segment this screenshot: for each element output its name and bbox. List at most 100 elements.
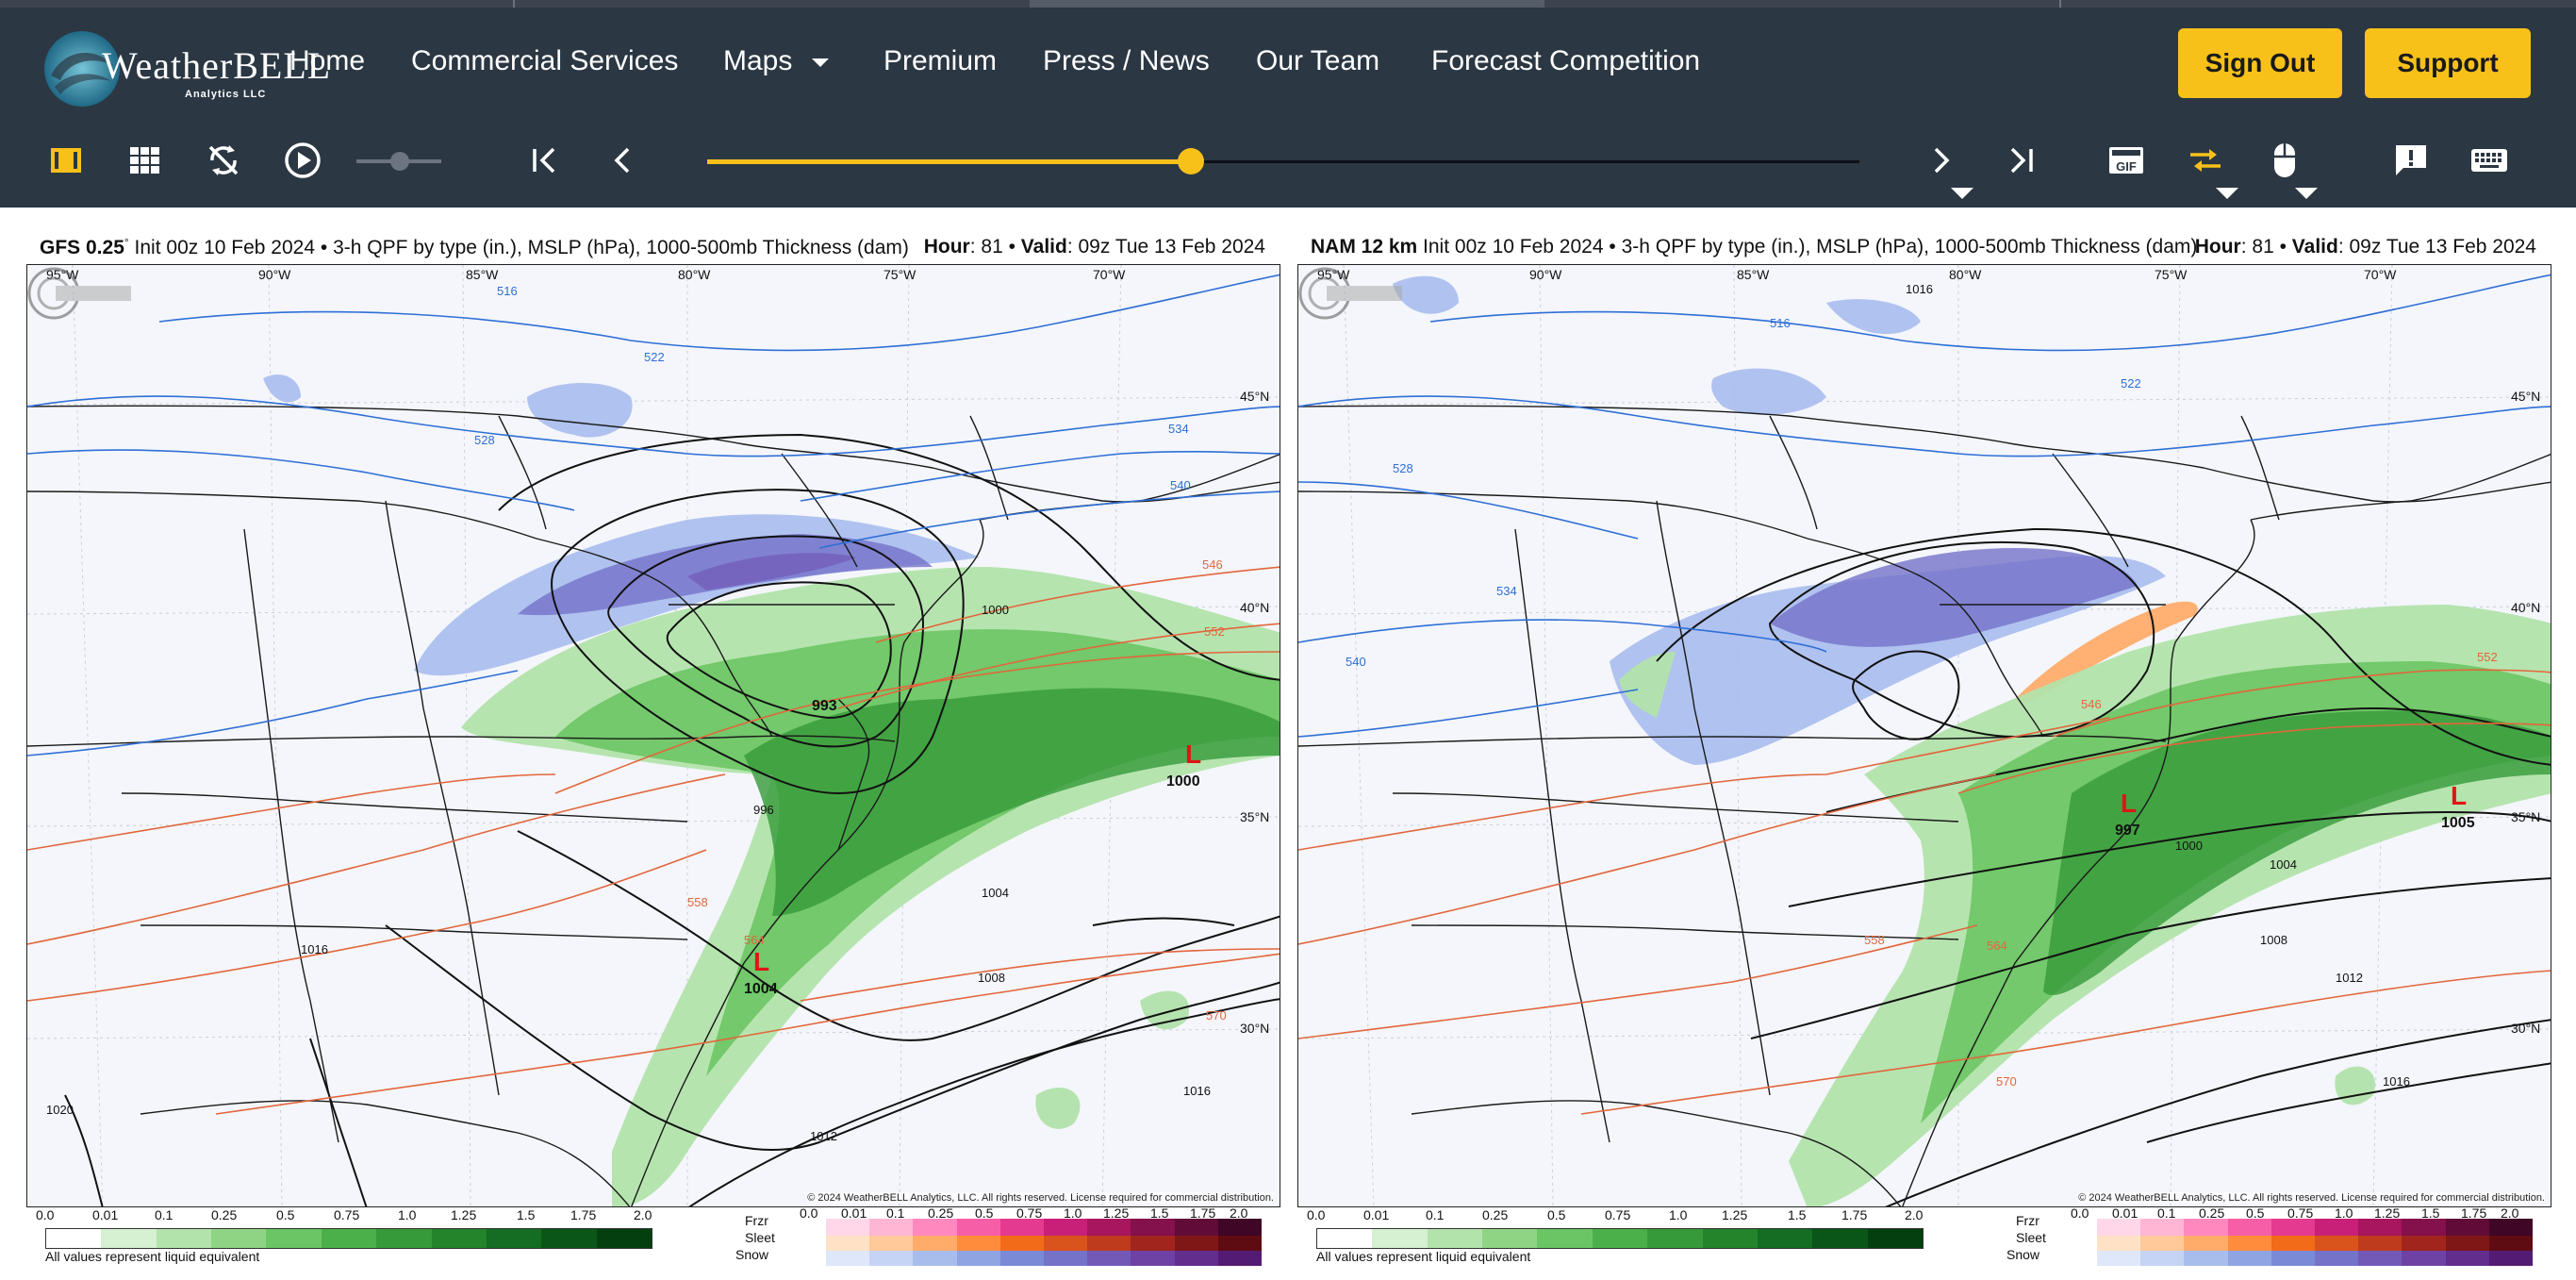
type-tick: 0.75 (2287, 1205, 2314, 1221)
frzr-color-swatch (2227, 1219, 2271, 1236)
sleet-color-swatch (2140, 1236, 2185, 1251)
left-weather-map[interactable]: L 1000 L 1004 993 1000 996 1004 1008 101… (26, 264, 1280, 1207)
compare-button[interactable] (2182, 137, 2229, 184)
frzr-color-swatch (826, 1219, 870, 1236)
strip-segment (1030, 0, 1544, 8)
timeline-track[interactable] (707, 160, 1859, 163)
last-frame-button[interactable] (1997, 137, 2044, 184)
frzr-color-swatch (1044, 1219, 1088, 1236)
first-frame-button[interactable] (521, 137, 569, 184)
mouse-mode-button[interactable] (2261, 137, 2308, 184)
timeline-knob[interactable] (1178, 148, 1204, 175)
support-button[interactable]: Support (2365, 28, 2531, 98)
right-hour-value: 81 (2252, 236, 2274, 258)
nav-home[interactable]: Home (289, 45, 366, 76)
sign-out-button[interactable]: Sign Out (2178, 28, 2342, 98)
sleet-color-swatch (869, 1236, 914, 1251)
nav-maps-label: Maps (723, 45, 793, 76)
sync-toggle-button[interactable] (200, 137, 247, 184)
nav-forecast-competition[interactable]: Forecast Competition (1431, 45, 1701, 76)
play-button[interactable] (279, 137, 326, 184)
timeline-progress-fill (707, 159, 1191, 164)
prev-frame-icon (614, 147, 630, 174)
snow-color-swatch (2315, 1251, 2359, 1266)
gif-button[interactable]: GIF (2103, 137, 2150, 184)
left-isobar-label: 1012 (810, 1129, 837, 1143)
left-product-description: 3-h QPF by type (in.), MSLP (hPa), 1000-… (333, 237, 909, 258)
rain-tick: 1.0 (398, 1207, 417, 1222)
rain-tick: 0.5 (1547, 1207, 1566, 1222)
left-model-name: GFS 0.25 (40, 237, 124, 258)
frzr-color-swatch (2271, 1219, 2316, 1236)
snow-color-bar (2097, 1251, 2534, 1266)
left-lat-label: 35°N (1240, 809, 1269, 824)
rain-tick: 0.75 (334, 1207, 360, 1222)
sleet-color-swatch (2358, 1236, 2403, 1251)
frzr-color-swatch (913, 1219, 957, 1236)
rain-tick: 0.75 (1605, 1207, 1631, 1222)
right-low-1-value: 997 (2115, 823, 2140, 839)
right-model-name: NAM 12 km (1311, 236, 1418, 258)
snow-color-swatch (2271, 1251, 2316, 1266)
right-weather-map[interactable]: L 997 L 1005 1000 1004 1008 1012 1016 10… (1297, 264, 2551, 1207)
rain-tick: 0.0 (1307, 1207, 1326, 1222)
type-tick: 0.5 (975, 1205, 994, 1221)
sleet-color-bar (826, 1236, 1263, 1251)
left-hour-label: Hour (923, 236, 970, 258)
keyboard-shortcuts-button[interactable] (2466, 137, 2513, 184)
gif-label: GIF (2116, 159, 2137, 174)
sleet-color-swatch (913, 1236, 957, 1251)
rain-color-swatch (1867, 1229, 1923, 1248)
frzr-color-swatch (2315, 1219, 2359, 1236)
mouse-options-caret[interactable] (2295, 188, 2318, 199)
last-frame-icon (2010, 147, 2033, 174)
rain-color-bar (45, 1228, 652, 1249)
speed-slider[interactable] (356, 152, 441, 171)
snow-color-swatch (1087, 1251, 1131, 1266)
left-thickness-label: 564 (744, 933, 765, 947)
right-valid-info: Hour: 81 • Valid: 09z Tue 13 Feb 2024 (2194, 236, 2537, 258)
rain-color-swatch (376, 1229, 432, 1248)
sleet-color-swatch (2271, 1236, 2316, 1251)
sleet-color-swatch (2445, 1236, 2489, 1251)
right-lon-label: 90°W (1529, 267, 1562, 282)
left-low-1-marker: L (1185, 740, 1201, 769)
frzr-color-swatch (2184, 1219, 2228, 1236)
nav-maps[interactable]: Maps (723, 45, 829, 77)
next-frame-button[interactable] (1917, 137, 1964, 184)
nav-press-news[interactable]: Press / News (1043, 45, 1210, 76)
frzr-color-bar (2097, 1219, 2534, 1236)
frzr-color-swatch (1174, 1219, 1218, 1236)
left-isobar-label: 1016 (1183, 1084, 1211, 1098)
grid-view-button[interactable] (122, 137, 169, 184)
next-options-caret[interactable] (1951, 188, 1973, 199)
left-lon-label: 75°W (883, 267, 916, 282)
snow-label: Snow (2006, 1247, 2040, 1262)
right-isobar-label: 1012 (2336, 971, 2363, 985)
right-map-graphic: L 997 L 1005 1000 1004 1008 1012 1016 10… (1298, 265, 2551, 1206)
feedback-button[interactable] (2387, 137, 2435, 184)
nav-our-team[interactable]: Our Team (1256, 45, 1380, 76)
compare-options-caret[interactable] (2216, 188, 2238, 199)
snow-color-swatch (1131, 1251, 1175, 1266)
right-lon-label: 75°W (2155, 267, 2188, 282)
rain-tick: 1.25 (1722, 1207, 1748, 1222)
right-thickness-label: 522 (2121, 376, 2141, 391)
rain-color-swatch (1372, 1229, 1428, 1248)
brand-name: WeatherBELL (102, 44, 332, 87)
left-thickness-label: 552 (1204, 624, 1225, 639)
nav-commercial-services[interactable]: Commercial Services (411, 45, 679, 76)
chevron-down-icon (811, 58, 829, 67)
right-valid-value: 09z Tue 13 Feb 2024 (2349, 236, 2537, 258)
type-tick: 1.75 (2461, 1205, 2487, 1221)
rain-color-swatch (1537, 1229, 1593, 1248)
rain-color-swatch (1702, 1229, 1758, 1248)
nav-premium[interactable]: Premium (883, 45, 998, 76)
single-view-button[interactable] (42, 137, 90, 184)
prev-frame-button[interactable] (600, 137, 647, 184)
rain-tick: 1.0 (1669, 1207, 1688, 1222)
weatherbell-logo[interactable]: WeatherBELL Analytics LLC (41, 25, 330, 111)
left-isobar-label: 1016 (301, 942, 328, 956)
type-tick: 0.1 (886, 1205, 905, 1221)
speed-slider-knob[interactable] (390, 152, 409, 171)
